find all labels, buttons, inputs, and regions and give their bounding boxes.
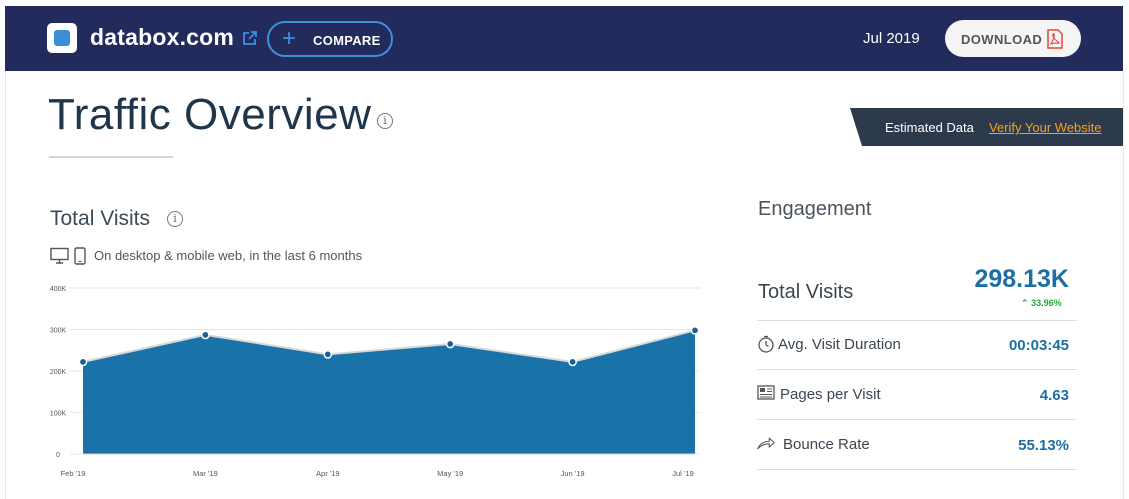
y-tick-label: 100K	[50, 411, 67, 418]
pages-per-visit-label: Pages per Visit	[780, 386, 881, 403]
bounce-rate-value: 55.13%	[1018, 437, 1069, 454]
engagement-total-visits-label: Total Visits	[758, 281, 854, 303]
data-point	[323, 350, 333, 359]
x-tick-label: Jun '19	[561, 469, 585, 478]
bounce-rate-label: Bounce Rate	[783, 436, 870, 453]
divider	[757, 320, 1077, 321]
x-tick-label: Mar '19	[193, 469, 218, 478]
info-icon[interactable]: i	[377, 113, 393, 129]
estimated-data-ribbon	[850, 108, 1123, 146]
change-value: 33.96%	[1031, 298, 1062, 308]
pdf-icon	[1047, 29, 1063, 49]
data-point	[690, 325, 700, 335]
y-tick-label: 0	[56, 452, 60, 459]
site-name: databox.com	[90, 24, 235, 50]
y-tick-label: 300K	[50, 328, 67, 335]
download-label: DOWNLOAD	[961, 32, 1043, 47]
pages-icon	[757, 385, 775, 400]
external-link-icon[interactable]	[241, 30, 258, 47]
title-underline	[49, 156, 173, 158]
total-visits-change: ⌃ 33.96%	[1021, 298, 1062, 309]
series-line	[82, 329, 696, 363]
pages-per-visit-value: 4.63	[1039, 387, 1069, 404]
stopwatch-icon	[758, 335, 774, 353]
y-tick-label: 200K	[50, 369, 67, 376]
x-tick-label: May '19	[437, 469, 463, 478]
area-series	[83, 330, 695, 454]
total-visits-title: Total Visits	[50, 207, 150, 230]
data-point	[568, 357, 577, 367]
total-visits-chart: 0 100K 200K 300K 400K Feb '19 Mar '19 Apr '19 Ma…	[50, 286, 700, 478]
x-tick-label: Feb '19	[61, 469, 86, 478]
data-point	[201, 330, 210, 340]
avg-visit-duration-value: 00:03:45	[1008, 337, 1069, 354]
compare-button[interactable]: + COMPARE	[267, 21, 393, 57]
data-point	[445, 339, 455, 349]
date-selector[interactable]: Jul 2019	[863, 30, 920, 47]
divider	[757, 419, 1077, 420]
site-favicon-icon	[47, 23, 77, 53]
bounce-arrow-icon	[757, 437, 775, 450]
verify-website-link[interactable]: Verify Your Website	[989, 120, 1102, 135]
x-tick-label: Jul '19	[672, 469, 693, 478]
divider	[757, 469, 1077, 470]
page-edge	[5, 71, 6, 499]
avg-visit-duration-label: Avg. Visit Duration	[778, 336, 901, 353]
engagement-total-visits-value: 298.13K	[974, 265, 1069, 293]
total-visits-subtitle: On desktop & mobile web, in the last 6 m…	[94, 248, 363, 263]
divider	[757, 369, 1077, 370]
arrow-up-icon: ⌃	[1021, 298, 1029, 308]
page-title: Traffic Overview	[48, 90, 372, 139]
y-tick-label: 400K	[50, 286, 67, 293]
estimated-data-label: Estimated Data	[885, 120, 974, 135]
info-icon[interactable]: i	[167, 211, 183, 227]
data-point	[78, 357, 88, 367]
download-button[interactable]: DOWNLOAD	[945, 20, 1081, 57]
compare-label: COMPARE	[313, 33, 381, 48]
desktop-mobile-icon	[50, 247, 86, 265]
engagement-title: Engagement	[758, 198, 872, 220]
plus-icon: +	[282, 25, 297, 52]
top-bar: databox.com + COMPARE Jul 2019 DOWNLOAD	[5, 6, 1123, 71]
page-edge	[1123, 71, 1124, 499]
x-tick-label: Apr '19	[316, 469, 340, 478]
